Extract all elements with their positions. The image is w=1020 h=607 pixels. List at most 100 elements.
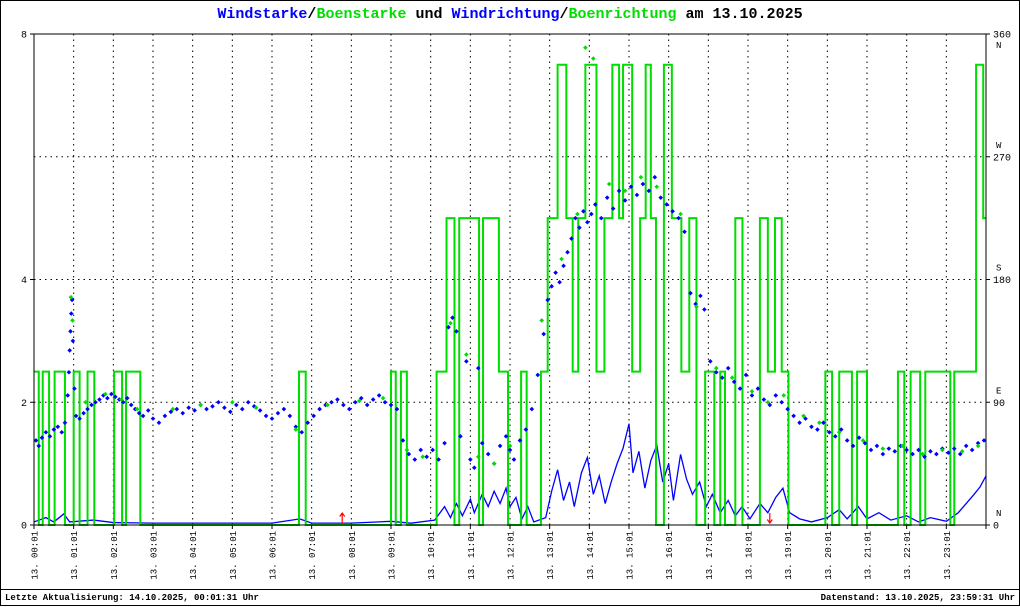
data-point [803,416,808,421]
data-point [317,406,322,412]
data-point [299,429,305,435]
data-point [325,402,330,408]
data-point [468,457,473,462]
x-tick-label: 13. 03:01 [150,531,160,580]
data-point [640,181,646,187]
data-point [892,449,898,454]
last-update-text: Letzte Aktualisierung: 14.10.2025, 00:01… [5,593,259,603]
data-point [797,420,802,426]
data-point [779,399,785,405]
x-tick-label: 13. 12:01 [507,531,517,580]
data-point [708,359,713,364]
data-point [575,211,580,217]
data-point [981,438,987,443]
data-point [170,406,176,412]
data-point [380,395,386,401]
data-point [140,413,146,419]
data-point [69,297,75,303]
x-tick-label: 13. 05:01 [229,531,239,580]
data-point [581,209,586,214]
data-point [975,443,981,449]
data-point [180,410,186,416]
data-point [836,429,842,435]
data-point [713,369,719,375]
footer-divider [1,589,1019,590]
data-point [406,451,412,457]
data-point [523,427,529,432]
x-tick-label: 13. 20:01 [824,531,834,580]
data-point [682,229,687,235]
data-point [497,443,503,449]
data-point [719,375,725,380]
data-point [969,447,975,453]
data-point [755,386,761,391]
data-point [874,443,880,449]
data-point [553,270,558,275]
data-point [729,375,735,380]
data-point [394,406,400,412]
data-point [928,449,933,454]
x-tick-label: 13. 22:01 [903,531,913,580]
data-point [743,372,749,378]
data-point [145,408,151,413]
data-point [77,416,82,421]
data-point [239,406,245,412]
data-point [957,451,963,457]
data-point [765,399,771,405]
data-point [216,399,221,405]
sunset-marker-icon [766,513,773,525]
data-point [222,405,227,411]
data-point [230,399,235,405]
data-point [900,443,905,449]
data-point [809,424,814,430]
data-point [622,188,628,194]
data-point [694,304,699,310]
data-point [162,413,168,419]
data-point [458,434,463,439]
data-point [335,397,340,402]
title-segment: und [406,6,452,23]
y-right-tick-label: 270 [993,153,1011,164]
title-segment: Boenrichtung [568,6,677,23]
y-left-tick-label: 0 [21,522,27,533]
title-segment: Windstarke [217,6,308,23]
data-point [311,413,316,419]
data-point [376,393,382,398]
data-point [491,461,497,466]
data-point [251,404,257,409]
data-point [418,447,424,453]
data-point [150,416,156,421]
data-point [81,410,86,416]
series-boenrichtung [68,45,981,466]
data-point [507,447,513,453]
x-tick-label: 13. 11:01 [467,531,477,580]
x-tick-label: 13. 02:01 [110,531,120,580]
data-point [610,206,616,211]
data-point [287,413,293,419]
x-tick-label: 13. 07:01 [308,531,318,580]
data-point [424,454,429,460]
data-point [585,219,590,225]
data-point [838,427,844,432]
data-point [592,202,598,207]
data-point [503,434,509,439]
data-point [773,393,779,398]
data-point [83,399,88,405]
data-point [67,348,72,353]
y-right-tick-label: 0 [993,522,999,533]
data-point [577,225,582,230]
data-point [654,184,660,190]
data-point [767,402,773,408]
data-point [204,406,209,412]
data-point [749,393,755,398]
y-left-tick-label: 4 [21,276,27,287]
data-point [118,397,124,402]
data-point [65,393,71,398]
data-point [946,450,951,456]
data-point [951,446,957,451]
data-point [860,438,866,443]
data-point [70,338,76,344]
